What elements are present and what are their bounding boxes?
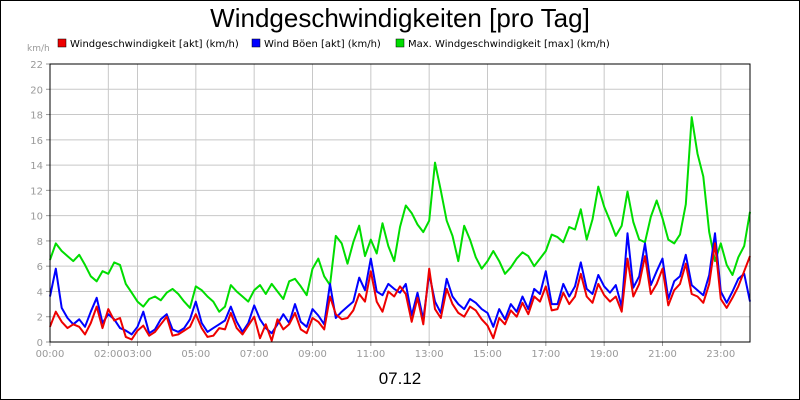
y-tick-label: 8 xyxy=(37,237,43,248)
y-axis-ticks: 0 2 4 6 8 10 12 14 16 18 20 22 xyxy=(30,60,50,349)
x-tick-label: 02:00 xyxy=(94,349,123,360)
legend-label-max: Max. Windgeschwindigkeit [max] (km/h) xyxy=(408,39,610,50)
x-tick-label: 17:00 xyxy=(531,349,560,360)
y-tick-label: 0 xyxy=(37,338,43,349)
legend-swatch-windgeschwindigkeit xyxy=(57,38,67,48)
x-tick-label: 00:00 xyxy=(36,349,65,360)
x-tick-label: 07:00 xyxy=(240,349,269,360)
x-tick-label: 05:00 xyxy=(181,349,210,360)
series-lines xyxy=(49,116,751,342)
x-tick-label: 21:00 xyxy=(648,349,677,360)
x-axis-ticks: 00:00 02:00 03:00 05:00 07:00 09:00 11:00 13:00… xyxy=(36,342,735,360)
plot-border xyxy=(49,63,751,343)
grid xyxy=(49,63,750,343)
legend-swatch-boeen xyxy=(251,38,261,48)
y-tick-label: 4 xyxy=(37,287,43,298)
x-tick-label: 11:00 xyxy=(356,349,385,360)
x-tick-label: 15:00 xyxy=(473,349,502,360)
y-tick-label: 2 xyxy=(37,313,43,324)
date-label: 07.12 xyxy=(379,369,422,388)
legend-label-windgeschwindigkeit: Windgeschwindigkeit [akt] (km/h) xyxy=(70,39,239,50)
x-tick-label: 19:00 xyxy=(590,349,619,360)
y-tick-label: 14 xyxy=(30,161,43,172)
legend-swatch-max xyxy=(395,38,405,48)
y-tick-label: 20 xyxy=(30,85,43,96)
y-tick-label: 18 xyxy=(30,111,43,122)
y-tick-label: 16 xyxy=(30,136,43,147)
x-tick-label: 03:00 xyxy=(123,349,152,360)
x-tick-label: 23:00 xyxy=(706,349,735,360)
chart-title: Windgeschwindigkeiten [pro Tag] xyxy=(210,3,590,33)
y-axis-unit: km/h xyxy=(27,44,50,54)
legend: Windgeschwindigkeit [akt] (km/h) Wind Bö… xyxy=(57,38,610,50)
y-tick-label: 12 xyxy=(30,186,43,197)
x-tick-label: 13:00 xyxy=(415,349,444,360)
y-tick-label: 22 xyxy=(30,60,43,71)
x-tick-label: 09:00 xyxy=(298,349,327,360)
series-line-boeen xyxy=(49,232,751,336)
series-line-akt xyxy=(49,242,751,342)
y-tick-label: 10 xyxy=(30,212,43,223)
series-line-max xyxy=(49,116,751,313)
y-tick-label: 6 xyxy=(37,262,43,273)
legend-label-boeen: Wind Böen [akt] (km/h) xyxy=(264,39,381,50)
